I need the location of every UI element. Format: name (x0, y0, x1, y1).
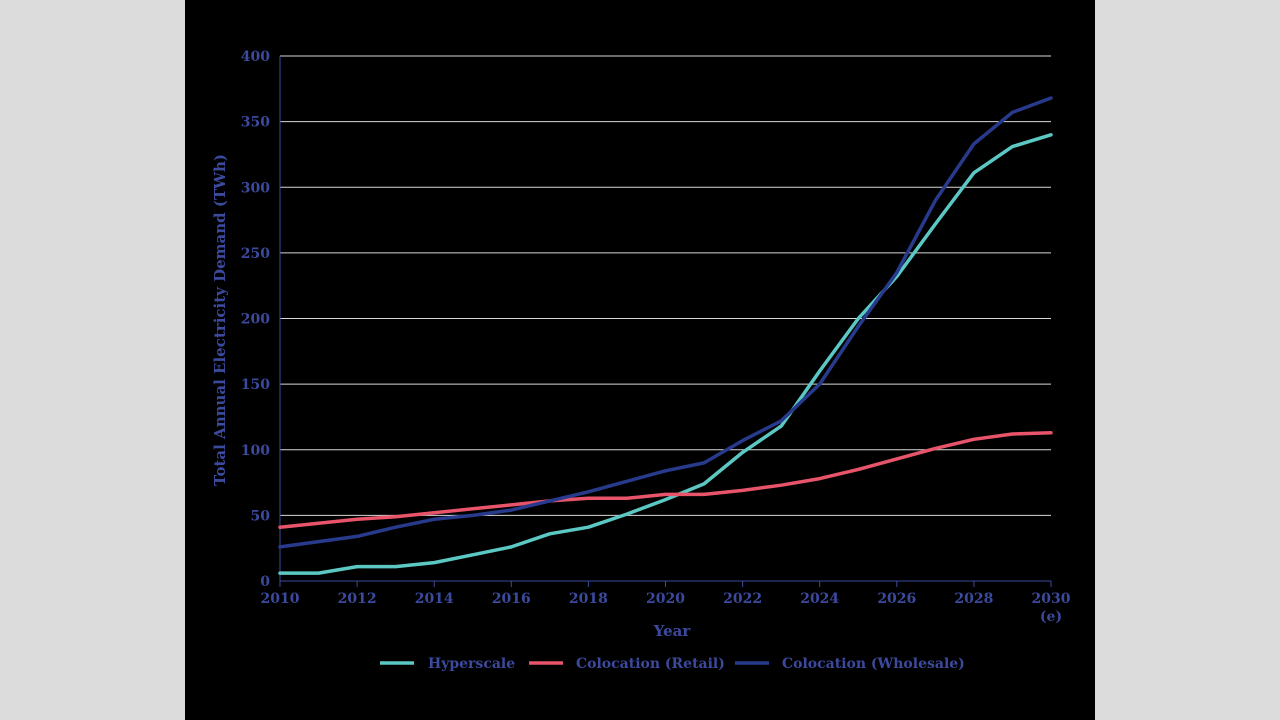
series-line-1 (278, 430, 1053, 529)
x-axis-ticks: 2010 2012 2014 2016 2018 2020 2022 2024 2026 2028… (261, 581, 1071, 625)
y-tick-label: 50 (251, 508, 271, 524)
x-tick-label: 2016 (492, 591, 531, 607)
y-tick-label: 300 (241, 180, 270, 196)
x-tick-label: 2028 (954, 591, 993, 607)
y-tick-label: 100 (241, 443, 270, 459)
y-tick-label: 0 (260, 574, 270, 590)
x-tick-label: 2010 (261, 591, 300, 607)
x-tick-label: 2026 (877, 591, 916, 607)
x-tick-label: 2014 (415, 591, 454, 607)
y-tick-label: 150 (241, 377, 270, 393)
y-axis-title: Total Annual Electricity Demand (TWh) (211, 154, 229, 486)
y-axis-ticks: 0 50 100 150 200 250 300 350 400 (241, 49, 270, 590)
series-line-2 (278, 96, 1053, 549)
x-tick-label: 2024 (800, 591, 839, 607)
gridlines (280, 55, 1051, 516)
y-tick-label: 400 (241, 49, 270, 65)
y-tick-label: 200 (241, 312, 270, 328)
y-tick-label: 250 (241, 246, 270, 262)
x-axis-title: Year (653, 622, 692, 640)
legend-label-1: Colocation (Retail) (576, 656, 725, 672)
x-tick-label: 2018 (569, 591, 608, 607)
legend-label-0: Hyperscale (428, 656, 515, 672)
series-line-0 (278, 133, 1053, 575)
series-lines (278, 96, 1053, 575)
x-tick-label: 2030 (1032, 591, 1071, 607)
y-tick-label: 350 (241, 115, 270, 131)
x-tick-label: 2012 (338, 591, 377, 607)
x-tick-sublabel: (e) (1040, 609, 1062, 625)
chart-panel: 0 50 100 150 200 250 300 350 400 2010 2012 2014 201… (185, 0, 1095, 720)
x-tick-label: 2020 (646, 591, 685, 607)
legend-label-2: Colocation (Wholesale) (782, 656, 965, 672)
x-tick-label: 2022 (723, 591, 762, 607)
legend: Hyperscale Colocation (Retail) Colocation … (380, 656, 965, 672)
